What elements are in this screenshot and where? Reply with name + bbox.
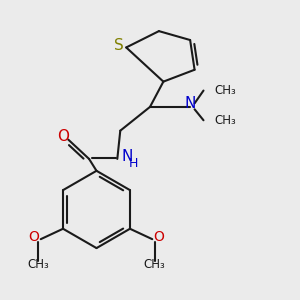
Text: N: N: [122, 149, 133, 164]
Text: O: O: [28, 230, 39, 244]
Text: H: H: [129, 157, 138, 170]
Text: CH₃: CH₃: [28, 258, 49, 271]
Text: N: N: [184, 96, 196, 111]
Text: O: O: [154, 230, 165, 244]
Text: CH₃: CH₃: [144, 258, 166, 271]
Text: S: S: [114, 38, 124, 53]
Text: CH₃: CH₃: [214, 84, 236, 97]
Text: O: O: [57, 128, 69, 143]
Text: CH₃: CH₃: [214, 114, 236, 127]
